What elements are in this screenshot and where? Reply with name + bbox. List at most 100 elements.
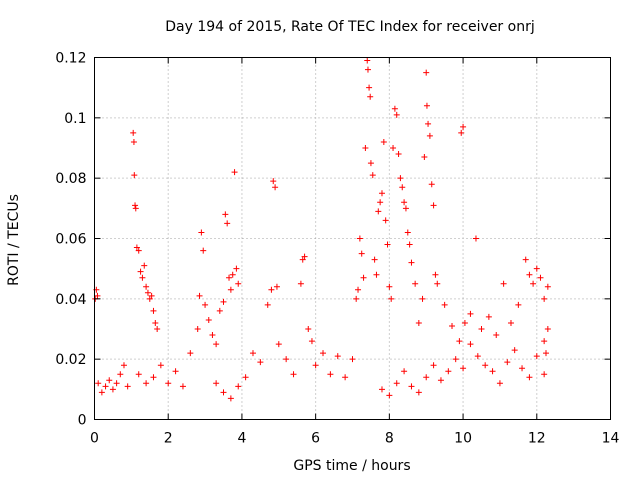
data-point <box>423 69 430 76</box>
data-point <box>301 253 308 260</box>
data-point <box>367 93 374 100</box>
data-point <box>220 389 227 396</box>
y-tick-label: 0.02 <box>55 352 86 368</box>
data-point <box>500 280 507 287</box>
data-point <box>220 298 227 305</box>
data-point <box>205 316 212 323</box>
data-point <box>257 359 264 366</box>
data-point <box>283 356 290 363</box>
data-point <box>144 289 151 296</box>
x-axis-label: GPS time / hours <box>293 458 410 474</box>
data-point <box>419 295 426 302</box>
data-point <box>428 181 435 188</box>
data-point <box>95 380 102 387</box>
data-point <box>404 229 411 236</box>
data-point <box>132 202 139 209</box>
data-point <box>305 326 312 332</box>
data-point <box>196 292 203 299</box>
data-point <box>327 371 334 378</box>
data-point <box>113 380 120 387</box>
plot-frame <box>94 57 611 420</box>
data-point <box>397 175 404 182</box>
data-point <box>349 356 356 363</box>
data-point <box>290 371 297 378</box>
data-point <box>235 383 242 390</box>
data-point <box>94 292 101 299</box>
data-point <box>456 338 463 345</box>
data-point <box>369 172 376 179</box>
data-point <box>275 341 282 348</box>
data-point <box>519 365 526 372</box>
data-point <box>242 374 249 381</box>
data-point <box>334 353 341 360</box>
data-point <box>522 256 529 263</box>
data-point <box>391 105 398 112</box>
chart-title: Day 194 of 2015, Rate Of TEC Index for r… <box>165 19 534 35</box>
data-point <box>515 301 522 308</box>
data-point <box>478 326 485 332</box>
data-point <box>148 292 155 299</box>
data-point <box>425 120 432 127</box>
data-point <box>423 102 430 109</box>
data-point <box>380 138 387 145</box>
data-point <box>200 247 207 254</box>
data-point <box>131 172 138 179</box>
x-tick-label: 4 <box>237 431 246 447</box>
data-point <box>143 283 150 290</box>
data-point <box>273 283 280 290</box>
data-point <box>371 256 378 263</box>
data-point <box>362 145 369 151</box>
data-point <box>541 295 548 302</box>
data-point <box>526 271 533 278</box>
data-point <box>541 371 548 378</box>
data-point <box>485 313 492 320</box>
data-point <box>120 362 127 369</box>
data-point <box>388 295 395 302</box>
data-point <box>378 386 385 393</box>
data-point <box>406 241 413 248</box>
data-point <box>430 202 437 209</box>
y-tick-label: 0.1 <box>64 111 86 127</box>
data-point <box>356 235 363 242</box>
data-point <box>541 338 548 345</box>
data-point <box>360 274 367 281</box>
data-point <box>390 145 397 151</box>
data-point <box>460 123 467 130</box>
data-point <box>227 395 234 402</box>
data-point <box>395 151 402 158</box>
data-point <box>224 220 231 227</box>
data-point <box>482 362 489 369</box>
data-point <box>209 332 216 339</box>
data-point <box>187 350 194 357</box>
data-point <box>393 111 400 118</box>
data-point <box>179 383 186 390</box>
data-point <box>235 280 242 287</box>
data-point <box>382 217 389 224</box>
data-point <box>386 283 393 290</box>
data-point <box>312 362 319 369</box>
data-point <box>227 286 234 293</box>
data-point <box>216 307 223 314</box>
data-point <box>384 241 391 248</box>
data-point <box>543 350 549 357</box>
data-point <box>109 386 116 393</box>
data-point <box>102 383 109 390</box>
data-point <box>272 184 279 191</box>
data-point <box>364 57 371 64</box>
x-tick-label: 12 <box>528 431 546 447</box>
grid-lines <box>94 57 611 420</box>
data-point <box>299 256 306 263</box>
data-point <box>124 383 131 390</box>
y-tick-label: 0.08 <box>55 171 86 187</box>
data-point <box>408 259 415 266</box>
data-point <box>434 280 441 287</box>
data-point <box>423 374 430 381</box>
data-point <box>320 350 327 357</box>
data-point <box>432 271 439 278</box>
axis-ticks: 0 2 4 6 8 10 12 14 0 0.02 0.04 0.06 0.08 0.1 0.12 <box>55 51 619 447</box>
data-point <box>141 262 148 269</box>
data-point <box>202 301 209 308</box>
data-point <box>415 319 422 326</box>
data-point <box>157 362 164 369</box>
data-point <box>143 380 150 387</box>
